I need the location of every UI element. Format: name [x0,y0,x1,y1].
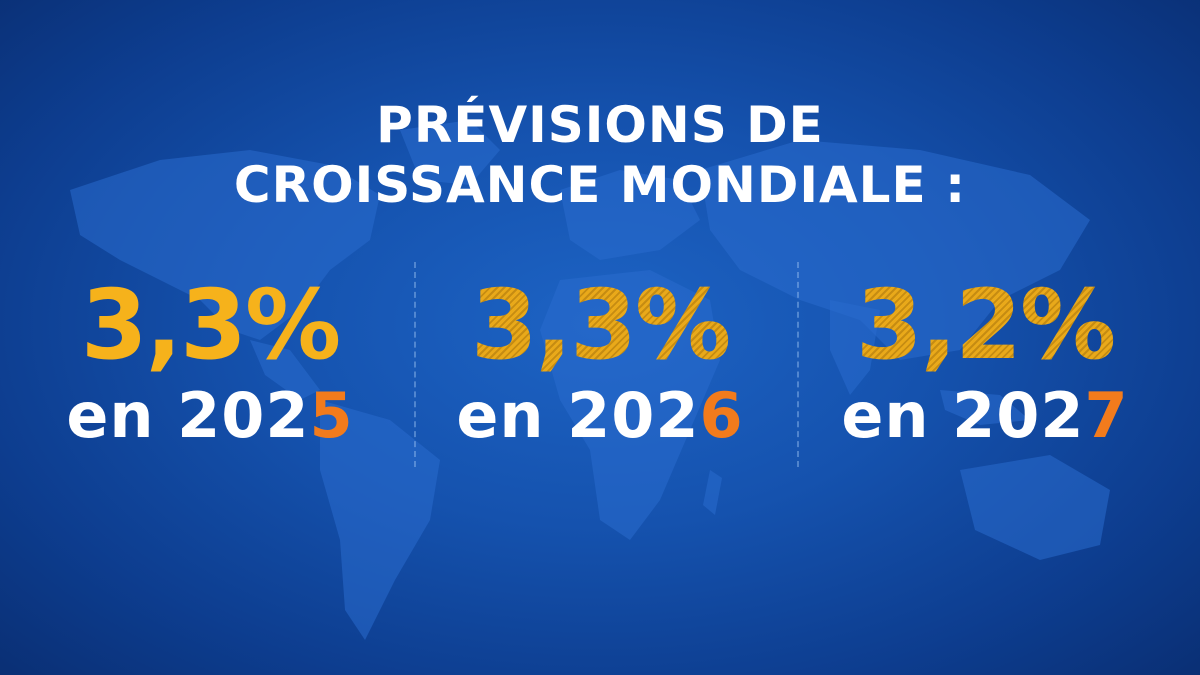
forecast-year-prefix: en 202 [456,379,700,452]
forecast-year-last-digit: 7 [1084,379,1129,452]
forecast-year-last-digit: 5 [309,379,354,452]
column-divider [797,262,799,467]
page-title: PRÉVISIONS DE CROISSANCE MONDIALE : [0,95,1200,215]
title-line-2: CROISSANCE MONDIALE : [233,156,967,214]
forecast-rate: 3,2% [795,270,1175,380]
forecast-year: en 2025 [20,380,400,452]
forecast-year-last-digit: 6 [699,379,744,452]
forecast-year-prefix: en 202 [841,379,1085,452]
forecast-year-prefix: en 202 [66,379,310,452]
forecast-rate: 3,3% [80,269,341,381]
forecast-2027: 3,2% en 2027 [795,270,1175,452]
title-line-1: PRÉVISIONS DE [376,96,824,154]
column-divider [414,262,416,467]
forecast-2026: 3,3% en 2026 [410,270,790,452]
forecast-2025: 3,3% en 2025 [20,270,400,452]
forecast-rate: 3,3% [410,270,790,380]
forecast-year: en 2027 [795,380,1175,452]
forecast-year: en 2026 [410,380,790,452]
